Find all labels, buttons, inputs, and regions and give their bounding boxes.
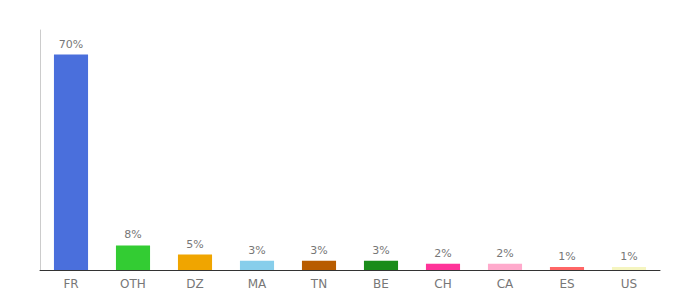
svg-text:MA: MA: [248, 277, 267, 291]
svg-text:1%: 1%: [620, 250, 637, 263]
svg-text:CH: CH: [434, 277, 451, 291]
svg-text:8%: 8%: [124, 228, 141, 241]
svg-text:3%: 3%: [372, 244, 389, 257]
svg-text:ES: ES: [559, 277, 574, 291]
svg-text:2%: 2%: [496, 247, 513, 260]
svg-text:BE: BE: [373, 277, 389, 291]
svg-text:5%: 5%: [186, 238, 203, 251]
svg-text:US: US: [621, 277, 637, 291]
svg-text:3%: 3%: [248, 244, 265, 257]
svg-text:1%: 1%: [558, 250, 575, 263]
svg-text:OTH: OTH: [120, 277, 146, 291]
svg-text:TN: TN: [310, 277, 327, 291]
svg-text:FR: FR: [63, 277, 78, 291]
svg-text:DZ: DZ: [186, 277, 203, 291]
svg-text:CA: CA: [497, 277, 514, 291]
svg-text:2%: 2%: [434, 247, 451, 260]
svg-text:3%: 3%: [310, 244, 327, 257]
svg-text:70%: 70%: [59, 38, 83, 51]
